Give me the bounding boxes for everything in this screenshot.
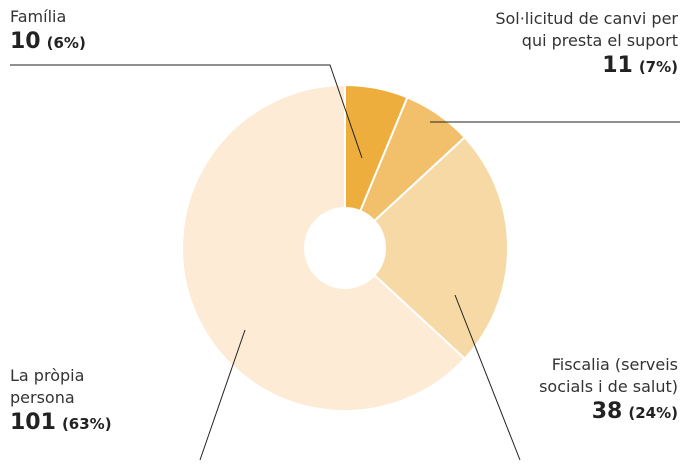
slice (372, 135, 509, 361)
slice-label: Fiscalia (serveis socials i de salut) 38 (… (500, 354, 678, 427)
percent-label: (7%) (638, 58, 678, 76)
category-name: Fiscalia (serveis socials i de salut) (539, 355, 678, 396)
slice-label: La pròpia persona 101 (63%) (10, 365, 150, 438)
value-line: 10 (6%) (10, 28, 210, 57)
value-label: 101 (10, 410, 56, 435)
value-line: 38 (24%) (500, 398, 678, 427)
percent-label: (24%) (628, 404, 678, 422)
category-name: Família (10, 7, 67, 26)
leader-line (10, 64, 363, 159)
value-line: 11 (7%) (478, 52, 678, 81)
category-name: Sol·licitud de canvi per qui presta el s… (495, 9, 678, 50)
slice-label: Família 10 (6%) (10, 6, 210, 57)
category-name: La pròpia persona (10, 366, 85, 407)
value-label: 10 (10, 29, 41, 54)
slice (181, 83, 467, 412)
leader-line (454, 294, 521, 461)
value-label: 11 (602, 53, 633, 78)
percent-label: (63%) (61, 415, 112, 433)
leader-line (199, 329, 246, 461)
value-label: 38 (591, 399, 623, 424)
percent-label: (6%) (46, 34, 86, 52)
slice-label: Sol·licitud de canvi per qui presta el s… (478, 8, 678, 81)
value-line: 101 (63%) (10, 409, 150, 438)
